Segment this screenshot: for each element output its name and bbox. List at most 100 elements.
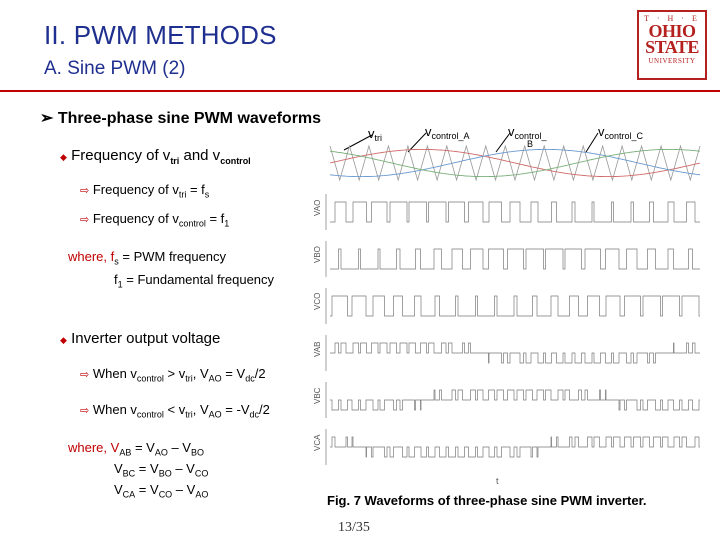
eq-vbc: VBC = VBO – VCO xyxy=(114,461,208,479)
logo-line-2: OHIO xyxy=(648,21,696,41)
freq-heading-sub1: tri xyxy=(170,156,180,166)
trace-line-vab xyxy=(330,342,700,364)
trace-line-vca xyxy=(330,436,700,458)
trace-row-vca: VCA xyxy=(313,429,700,465)
eq1-b: = V xyxy=(131,440,155,455)
eq2-b: = V xyxy=(135,461,159,476)
eq2-bs: BO xyxy=(158,468,172,479)
bullet-three-phase: ➢ Three-phase sine PWM waveforms xyxy=(40,108,321,128)
trace-line-vco xyxy=(330,295,700,317)
when-less: ⇨ When vcontrol < vtri, VAO = -Vdc/2 xyxy=(80,402,270,420)
eq3-as: CA xyxy=(122,489,136,500)
pointer-vcb xyxy=(495,132,511,153)
pointer-vca xyxy=(407,132,427,153)
bullet-frequency: ◆ Frequency of vtri and vcontrol xyxy=(60,147,251,166)
eq1-c: – V xyxy=(167,440,191,455)
eq3-bs: CO xyxy=(158,489,173,500)
when2-d: = -V xyxy=(221,402,250,417)
trace-row-vbo: VBO xyxy=(313,241,700,277)
when1-ds: dc xyxy=(245,373,255,384)
when2-a: When v xyxy=(92,402,137,417)
hollow-arrow-icon: ⇨ xyxy=(80,405,90,417)
when2-ds: dc xyxy=(249,409,260,420)
item-freq-control: ⇨ Frequency of vcontrol = f1 xyxy=(80,211,229,229)
diamond-bullet-icon: ◆ xyxy=(60,152,67,162)
label-vcontrol-a: vcontrol_A xyxy=(425,124,470,141)
where-fs-sub: s xyxy=(114,256,119,267)
where-f1-sub: 1 xyxy=(117,279,123,290)
where-f1: f1 = Fundamental frequency xyxy=(114,272,274,290)
freq-heading-mid: and v xyxy=(179,147,221,164)
freq-tri-sub2: s xyxy=(204,189,210,200)
pwm-waveform-figure: VAO VBO VCO VAB VBC VCA t xyxy=(313,132,701,486)
heading-three-phase: Three-phase sine PWM waveforms xyxy=(57,110,322,127)
vcb-under: B xyxy=(527,139,534,150)
eq2-a: V xyxy=(114,461,123,476)
diamond-bullet-icon: ◆ xyxy=(60,335,67,345)
when1-as: control xyxy=(136,373,164,384)
figure-caption: Fig. 7 Waveforms of three-phase sine PWM… xyxy=(327,493,647,508)
when2-c: , V xyxy=(192,402,209,417)
hollow-arrow-icon: ⇨ xyxy=(80,214,90,226)
trace-label-vao: VAO xyxy=(313,200,322,216)
pointer-vcc xyxy=(585,132,599,153)
page-number: 13/35 xyxy=(338,520,370,535)
freq-control-post: = f xyxy=(205,211,225,226)
trace-row-vab: VAB xyxy=(313,335,700,371)
logo-line-3: STATE xyxy=(645,37,699,57)
freq-tri-post: = f xyxy=(186,182,205,197)
freq-control-text: Frequency of v xyxy=(92,211,179,226)
inverter-heading: Inverter output voltage xyxy=(71,330,221,347)
bullet-arrow-icon: ➢ xyxy=(40,110,54,127)
vtri-sub: tri xyxy=(374,133,383,144)
university-logo: T · H · E OHIO STATE UNIVERSITY xyxy=(637,10,707,80)
eq2-c: – V xyxy=(171,461,195,476)
hollow-arrow-icon: ⇨ xyxy=(80,369,90,381)
eq3-cs: AO xyxy=(195,489,209,500)
when1-a: When v xyxy=(92,366,137,381)
control-c-line xyxy=(329,148,701,178)
when2-cs: AO xyxy=(208,409,222,420)
eq-vab: where, VAB = VAO – VBO xyxy=(68,440,204,458)
eq1-a: where, V xyxy=(68,440,120,455)
vcb-v: v xyxy=(508,124,515,139)
when1-cs: AO xyxy=(208,373,222,384)
freq-heading-text: Frequency of v xyxy=(71,147,171,164)
vcc-v: v xyxy=(598,124,605,139)
carrier-and-control-plot xyxy=(329,144,701,182)
trace-line-vbc xyxy=(330,389,700,411)
trace-row-vbc: VBC xyxy=(313,382,700,418)
control-a-line xyxy=(329,148,701,178)
label-vtri: vtri xyxy=(368,126,382,143)
eq2-cs: CO xyxy=(194,468,209,479)
when-greater: ⇨ When vcontrol > vtri, VAO = Vdc/2 xyxy=(80,366,266,384)
label-vcontrol-c: vcontrol_C xyxy=(598,124,643,141)
trace-line-vao xyxy=(330,201,700,223)
eq3-a: V xyxy=(114,482,123,497)
freq-tri-sub: tri xyxy=(178,189,187,200)
logo-line-1: T · H · E xyxy=(644,14,700,23)
eq1-as: AB xyxy=(119,447,132,458)
when1-d: = V xyxy=(221,366,246,381)
trace-label-vbc: VBC xyxy=(313,387,322,404)
trace-row-vco: VCO xyxy=(313,288,700,324)
eq2-as: BC xyxy=(122,468,136,479)
vcb-sub: control_ xyxy=(514,131,547,142)
item-freq-tri: ⇨ Frequency of vtri = fs xyxy=(80,182,209,200)
vca-v: v xyxy=(425,124,432,139)
trace-line-vbo xyxy=(330,248,700,270)
where-fs-post: = PWM frequency xyxy=(118,249,227,264)
label-vcontrol-b: vcontrol_ B xyxy=(508,124,547,149)
eq3-c: – V xyxy=(172,482,196,497)
eq3-b: = V xyxy=(135,482,159,497)
label-pointers xyxy=(343,132,599,153)
hollow-arrow-icon: ⇨ xyxy=(80,185,90,197)
where-f1-post: = Fundamental frequency xyxy=(122,272,275,287)
when1-e: /2 xyxy=(254,366,266,381)
when1-b: > v xyxy=(163,366,186,381)
freq-control-sub2: 1 xyxy=(224,218,230,229)
trace-row-vao: VAO xyxy=(313,194,700,230)
control-b-line xyxy=(329,148,701,178)
trace-label-vab: VAB xyxy=(313,342,322,357)
trace-label-vco: VCO xyxy=(313,293,322,310)
